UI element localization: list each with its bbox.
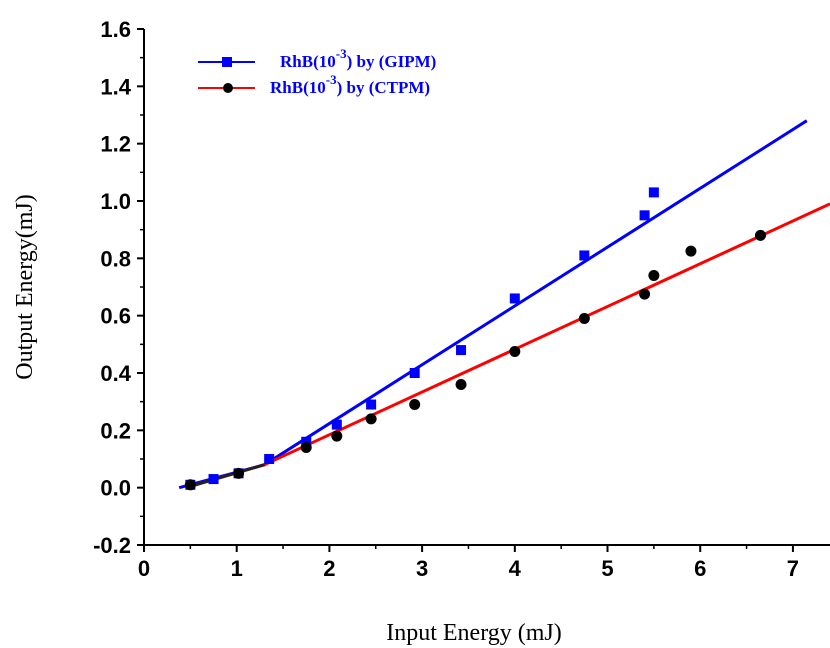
y-tick-label: 0.0 bbox=[100, 476, 131, 501]
x-tick-label: 0 bbox=[138, 556, 150, 581]
data-point-ctpm bbox=[233, 467, 245, 479]
legend: RhB(10-3) by (GIPM) RhB(10-3) by (CTPM) bbox=[198, 46, 436, 97]
y-tick-label: 0.2 bbox=[100, 418, 131, 443]
data-point-ctpm bbox=[409, 399, 421, 411]
data-point-gipm bbox=[639, 210, 650, 221]
fit-line-ctpm bbox=[185, 202, 830, 490]
y-tick-label: 1.0 bbox=[100, 189, 131, 214]
data-point-ctpm bbox=[365, 413, 377, 425]
data-point-gipm bbox=[579, 250, 590, 261]
legend-marker-ctpm bbox=[223, 83, 233, 93]
y-tick-label: 1.4 bbox=[100, 74, 131, 99]
data-point-ctpm bbox=[300, 442, 312, 454]
y-axis-title: Output Energy(mJ) bbox=[12, 194, 38, 380]
data-point-ctpm bbox=[754, 229, 766, 241]
fit-line-gipm bbox=[178, 119, 808, 490]
y-tick-label: 1.6 bbox=[100, 17, 131, 42]
data-point-gipm bbox=[648, 187, 659, 198]
data-point-ctpm bbox=[648, 270, 660, 282]
fit-lines bbox=[178, 119, 830, 490]
data-point-gipm bbox=[301, 436, 312, 447]
data-point-gipm bbox=[409, 368, 420, 378]
x-tick-label: 5 bbox=[601, 556, 613, 581]
x-tick-label: 1 bbox=[231, 556, 243, 581]
data-point-gipm bbox=[264, 454, 275, 464]
x-tick-label: 3 bbox=[416, 556, 428, 581]
y-tick-label: 0.4 bbox=[100, 361, 131, 386]
y-tick-label: -0.2 bbox=[93, 533, 131, 558]
data-point-gipm bbox=[331, 419, 342, 430]
y-tick-label: 0.8 bbox=[100, 246, 131, 271]
data-point-ctpm bbox=[331, 430, 343, 442]
data-point-gipm bbox=[509, 293, 520, 304]
x-tick-label: 2 bbox=[323, 556, 335, 581]
data-point-ctpm bbox=[578, 313, 590, 325]
data-point-ctpm bbox=[184, 479, 196, 491]
x-axis-title: Input Energy (mJ) bbox=[386, 620, 562, 646]
data-point-ctpm bbox=[639, 288, 651, 300]
data-point-gipm bbox=[208, 474, 219, 485]
data-point-ctpm bbox=[509, 346, 521, 357]
data-point-ctpm bbox=[685, 245, 697, 257]
fit-line-origin-segment bbox=[185, 463, 265, 490]
legend-label-ctpm: RhB(10-3) by (CTPM) bbox=[270, 72, 430, 97]
x-tick-label: 6 bbox=[694, 556, 706, 581]
y-tick-label: 1.2 bbox=[100, 132, 131, 157]
data-point-gipm bbox=[366, 399, 377, 410]
data-point-ctpm bbox=[455, 378, 467, 390]
x-tick-label: 4 bbox=[509, 556, 522, 581]
legend-label-gipm: RhB(10-3) by (GIPM) bbox=[280, 46, 436, 71]
y-tick-label: 0.6 bbox=[100, 304, 131, 329]
axes: 0 1 2 3 4 5 6 7 -0.2 0.0 0.2 0.4 0.6 0.8 1.0 1.2 1.4 1.6 bbox=[93, 17, 830, 581]
legend-marker-gipm bbox=[222, 57, 232, 67]
data-point-gipm bbox=[456, 345, 467, 356]
data-points bbox=[184, 187, 766, 491]
x-tick-label: 7 bbox=[787, 556, 799, 581]
